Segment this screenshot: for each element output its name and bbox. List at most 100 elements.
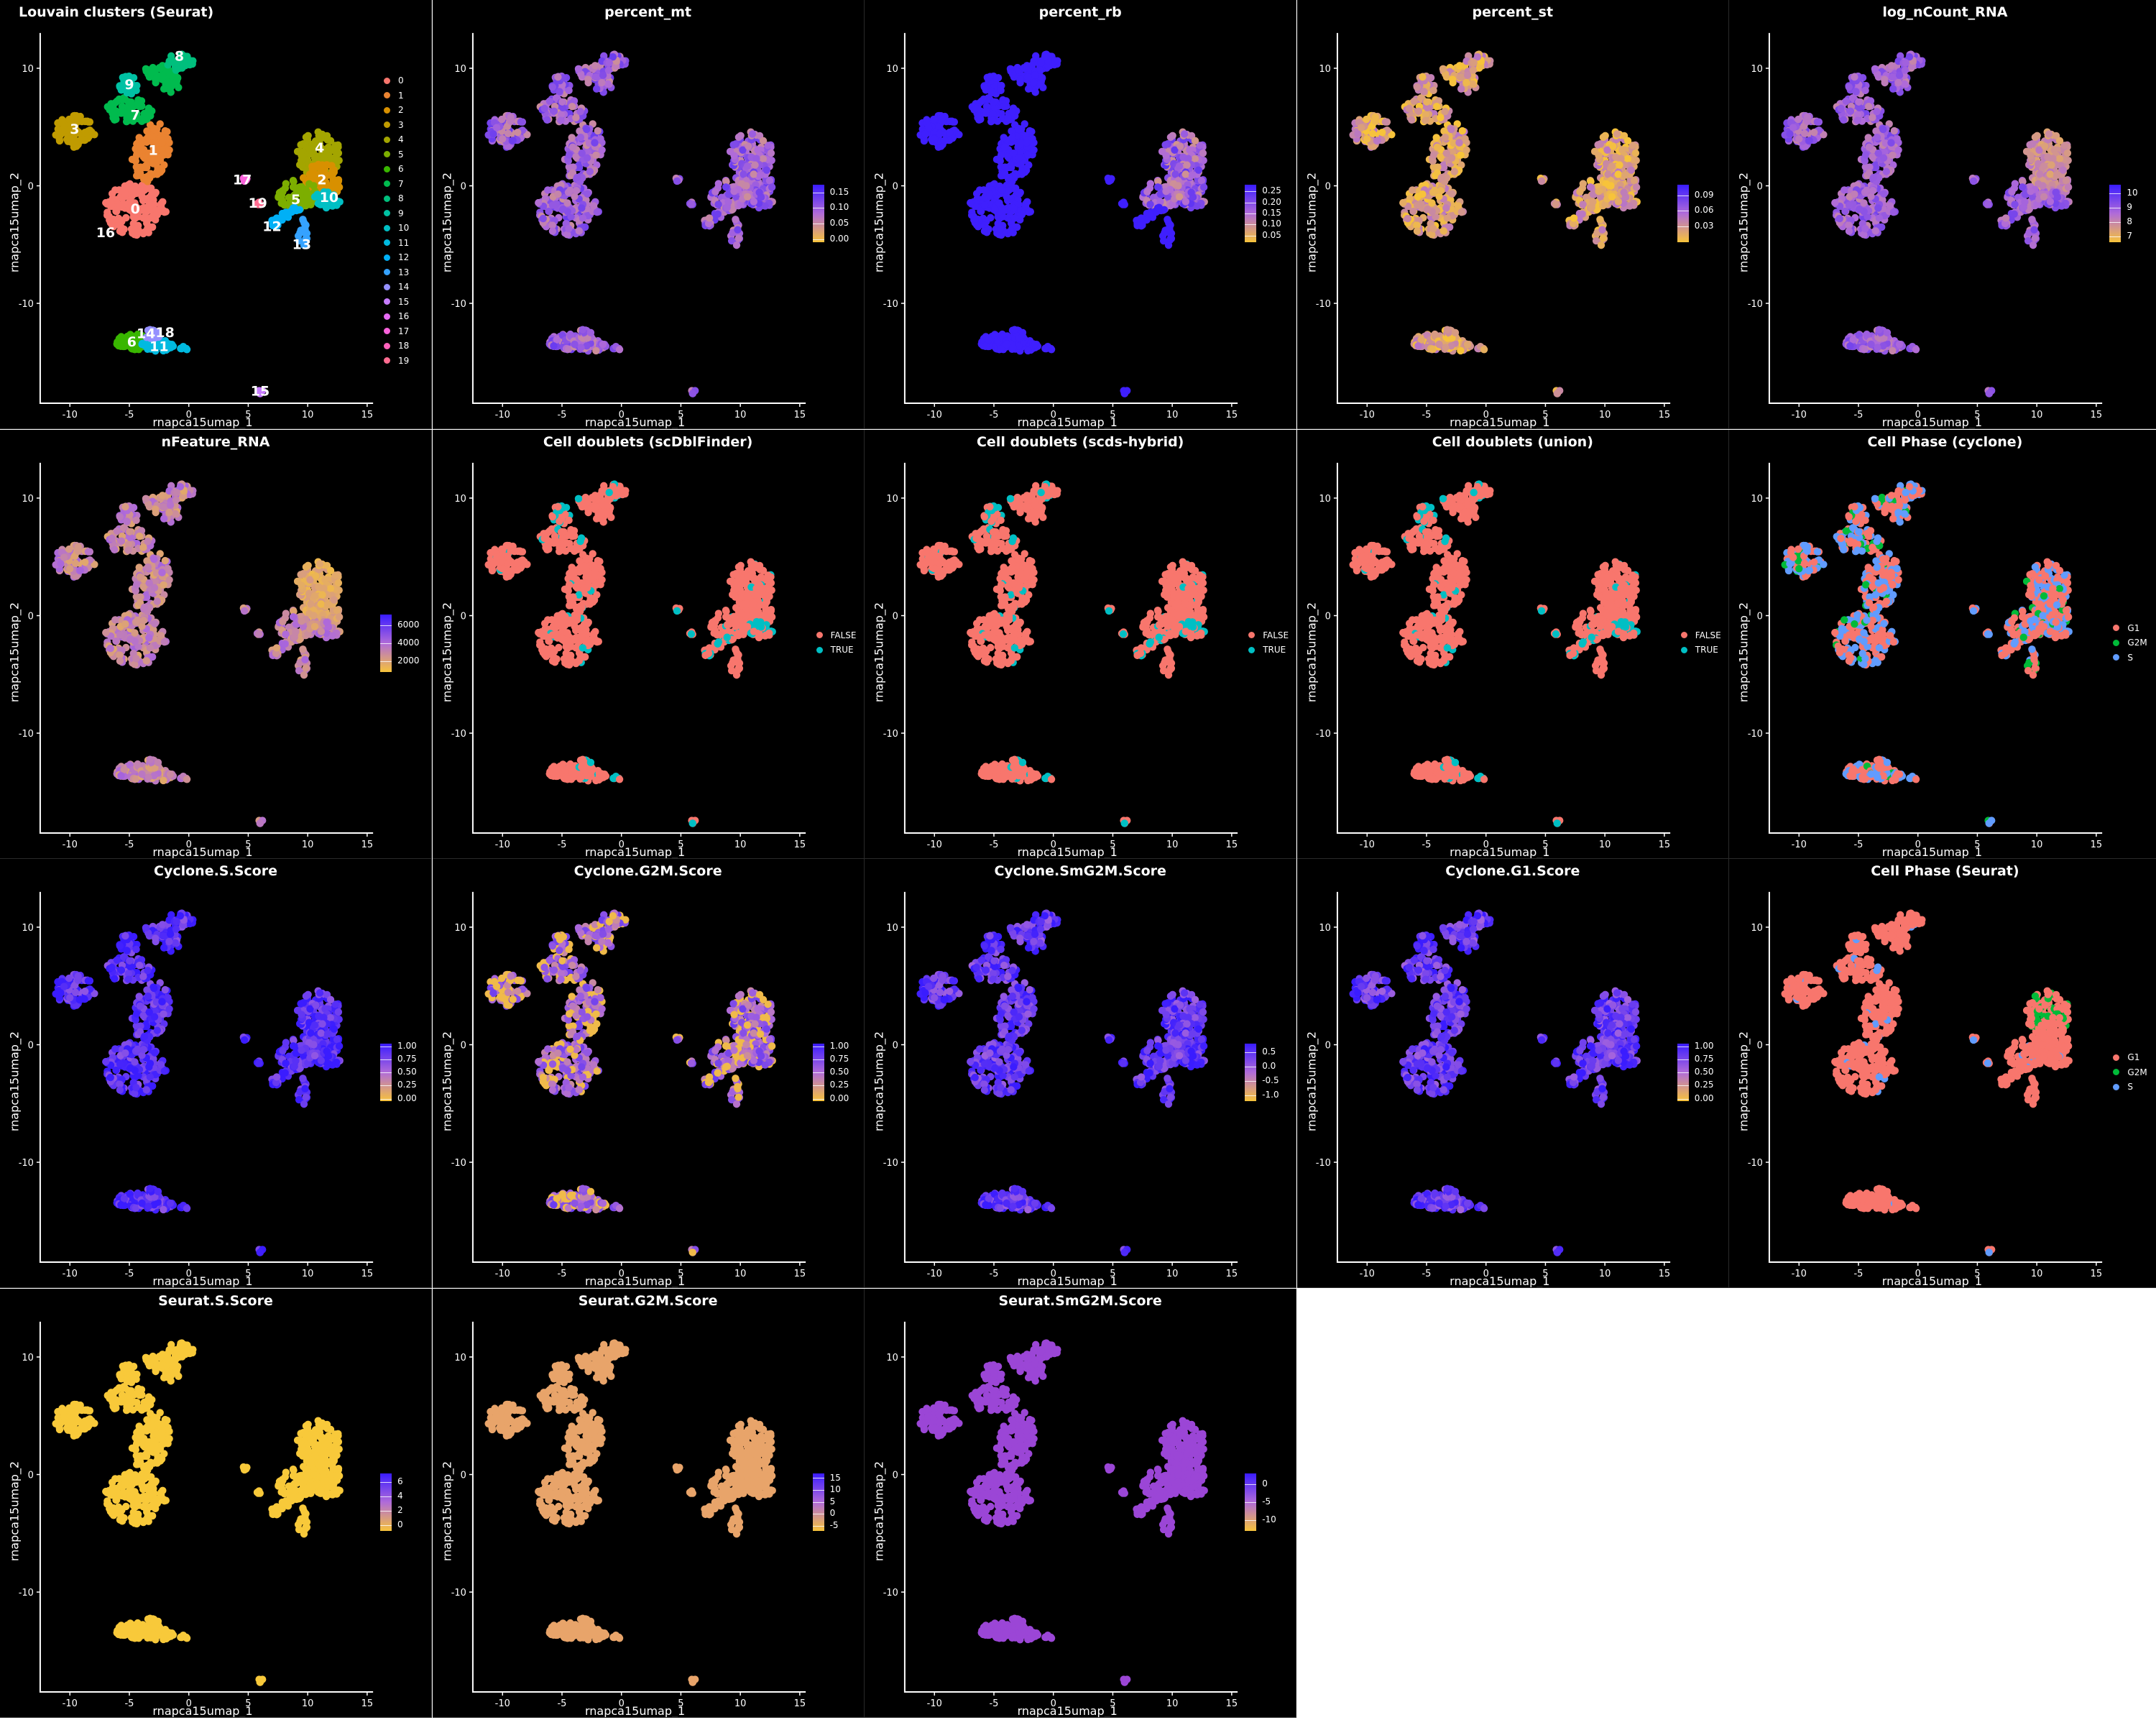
- cluster-label: 11: [149, 339, 168, 355]
- cell-point: [1616, 161, 1623, 169]
- cell-point: [1008, 133, 1017, 142]
- cell-point: [1162, 187, 1170, 196]
- cell-point: [1841, 186, 1848, 194]
- cell-point: [1007, 227, 1015, 235]
- cell-point: [1041, 52, 1049, 61]
- cell-point: [750, 198, 757, 206]
- cell-point: [1623, 137, 1632, 145]
- colorbar: 0.25 0.20 0.15 0.10 0.05: [1245, 185, 1295, 242]
- legend-entry: 12: [384, 250, 409, 265]
- legend-entry: 19: [384, 354, 409, 369]
- cell-point: [1419, 73, 1427, 81]
- cell-point: [172, 66, 180, 74]
- cell-point: [1450, 139, 1457, 147]
- cell-point: [151, 190, 159, 198]
- cell-point: [986, 73, 994, 81]
- cell-point: [1423, 206, 1432, 213]
- legend-swatch: [384, 106, 390, 114]
- cell-point: [1801, 129, 1809, 137]
- cell-point: [74, 113, 83, 121]
- cell-point: [738, 146, 747, 154]
- cell-point: [1860, 199, 1869, 207]
- cell-point: [564, 224, 573, 233]
- cluster-label: 15: [251, 384, 270, 400]
- cell-point: [292, 190, 300, 198]
- cell-point: [583, 190, 591, 198]
- cell-point: [1018, 328, 1027, 337]
- cell-point: [1001, 163, 1009, 171]
- cell-point: [755, 188, 763, 196]
- cell-point: [548, 227, 556, 235]
- cell-point: [589, 202, 597, 210]
- legend-label: 15: [398, 296, 410, 307]
- legend-entry: 18: [384, 339, 409, 354]
- cell-point: [153, 167, 162, 175]
- cell-point: [565, 151, 573, 159]
- cell-point: [144, 344, 152, 351]
- legend-label: 18: [398, 341, 410, 351]
- cell-point: [142, 161, 150, 169]
- cell-point: [1003, 340, 1010, 349]
- legend-entry: 8: [384, 191, 409, 206]
- cell-point: [1879, 125, 1887, 134]
- cell-point: [183, 346, 191, 354]
- cell-point: [1138, 214, 1146, 222]
- cell-point: [272, 214, 281, 222]
- cell-point: [1181, 170, 1190, 178]
- legend-entry: 11: [384, 236, 409, 251]
- cell-point: [1413, 227, 1421, 235]
- legend-swatch: [384, 180, 390, 188]
- cell-point: [1036, 80, 1044, 88]
- cell-point: [1381, 118, 1389, 126]
- cell-point: [1861, 224, 1869, 233]
- x-tick-label: -10: [63, 410, 78, 420]
- cell-point: [1428, 199, 1436, 207]
- cell-point: [1846, 83, 1853, 91]
- legend-label: 7: [398, 178, 404, 189]
- cell-point: [1413, 221, 1421, 229]
- cell-point: [967, 198, 975, 207]
- colorbar-mark: [1245, 213, 1257, 214]
- y-tick-label: 0: [28, 182, 34, 193]
- cell-point: [282, 201, 290, 208]
- legend-swatch: [384, 224, 390, 231]
- x-tick-label: 5: [678, 410, 683, 420]
- y-tick-label: 0: [893, 182, 898, 193]
- cell-point: [1874, 204, 1882, 212]
- cell-point: [1171, 146, 1179, 154]
- legend-label: 8: [398, 193, 404, 204]
- cell-point: [1439, 161, 1447, 169]
- cell-point: [568, 163, 577, 171]
- umap-scatter: -10 -5 0 5 10 15100-1001234567891011121314151…: [19, 32, 374, 420]
- cell-point: [1552, 200, 1560, 208]
- cell-point: [1599, 234, 1607, 242]
- cell-point: [509, 137, 517, 144]
- cell-point: [1154, 178, 1162, 185]
- cell-point: [111, 186, 119, 194]
- cell-point: [299, 216, 307, 224]
- x-axis-label: rnapca15umap_1: [1450, 415, 1550, 429]
- legend-label: 5: [398, 149, 404, 160]
- cell-point: [1442, 344, 1450, 351]
- cell-point: [1433, 143, 1441, 151]
- cell-point: [540, 104, 548, 113]
- cell-point: [591, 73, 599, 81]
- cell-point: [1457, 85, 1465, 93]
- legend-label: 4: [398, 134, 404, 145]
- cell-point: [57, 130, 65, 138]
- cell-point: [1553, 390, 1561, 397]
- x-tick-label: 10: [1599, 410, 1611, 420]
- cell-point: [756, 171, 764, 179]
- cell-point: [498, 134, 507, 143]
- cell-point: [571, 114, 580, 121]
- colorbar-tick-label: 0.05: [1262, 229, 1281, 240]
- cell-point: [317, 170, 325, 178]
- cell-point: [1599, 133, 1607, 142]
- cell-point: [132, 224, 140, 233]
- cluster-label: 16: [96, 225, 115, 241]
- cell-point: [543, 116, 551, 124]
- panel-title: Louvain clusters (Seurat): [19, 4, 214, 20]
- cell-point: [578, 149, 586, 157]
- cell-point: [1399, 198, 1407, 207]
- cell-point: [925, 124, 933, 132]
